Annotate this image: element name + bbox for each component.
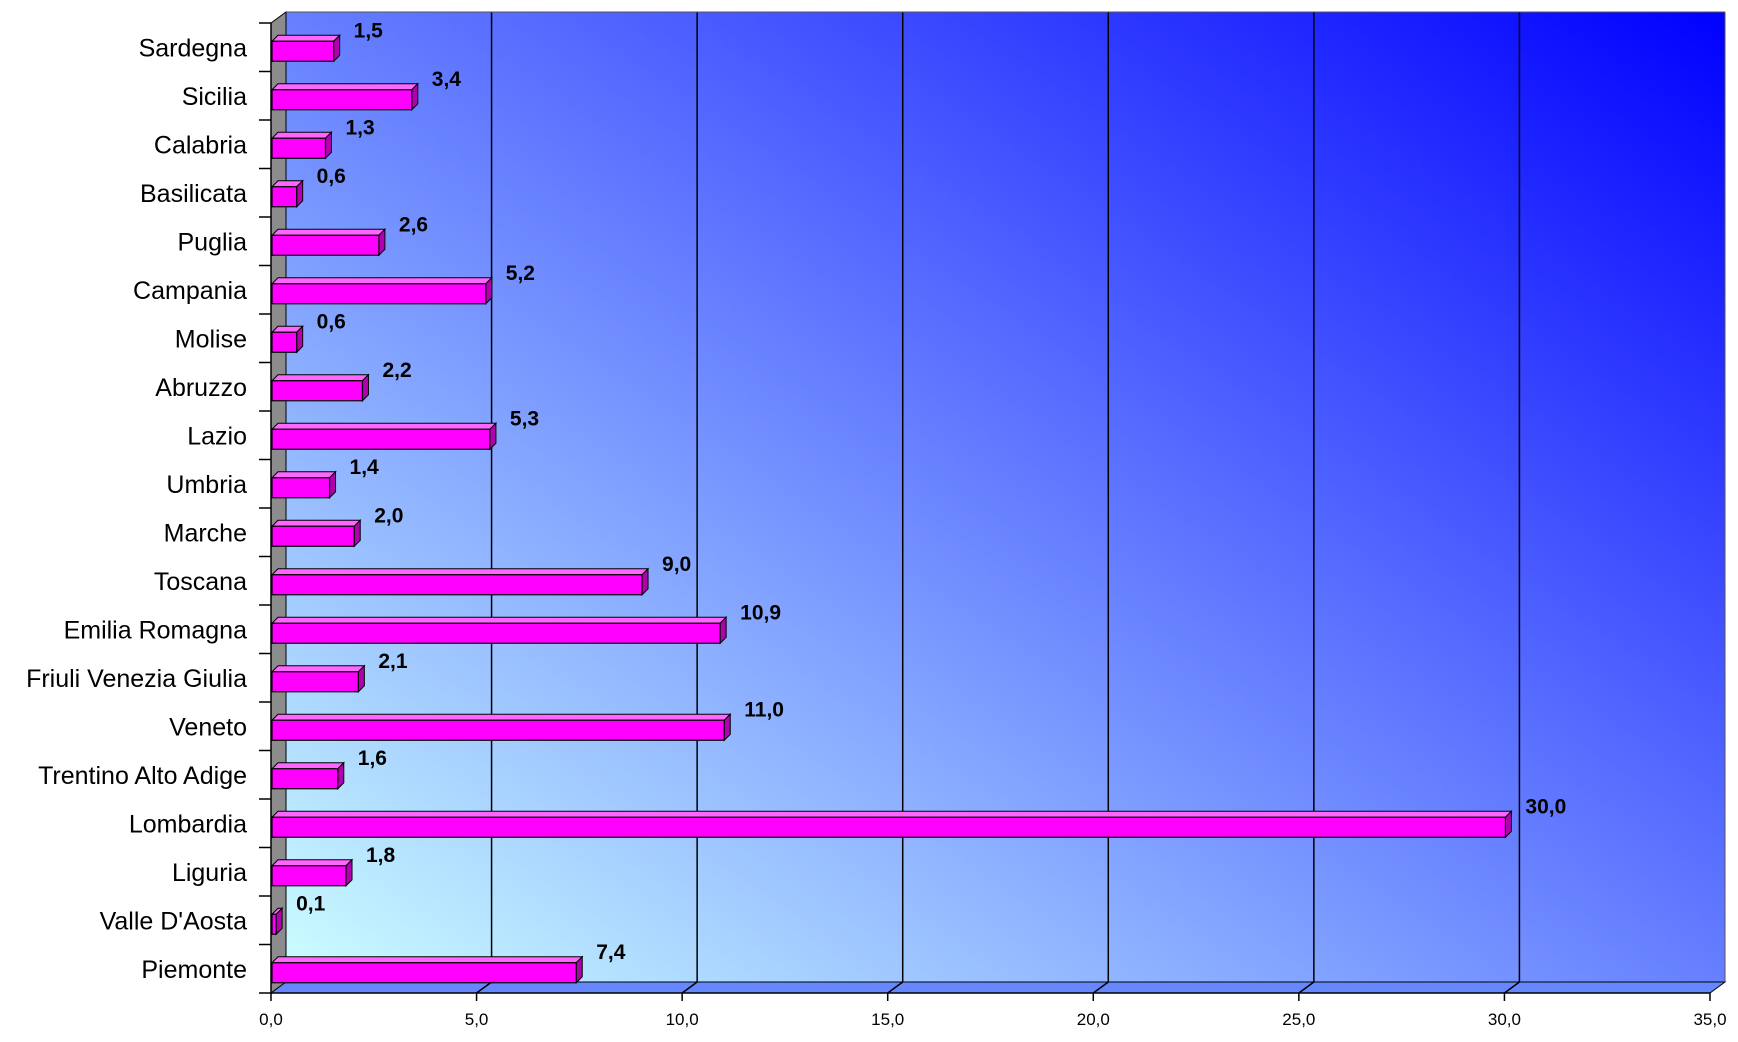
category-label: Marche <box>164 519 247 547</box>
bar-top <box>270 568 650 576</box>
bar <box>271 331 298 353</box>
gridline-floor <box>1298 981 1315 994</box>
category-label: Molise <box>175 325 247 353</box>
bar-top <box>270 665 366 673</box>
category-label: Liguria <box>172 859 247 887</box>
x-tick-label: 35,0 <box>1693 1010 1726 1029</box>
side-wall <box>270 11 287 994</box>
data-label: 30,0 <box>1525 795 1566 818</box>
bar-top <box>270 713 732 721</box>
data-label: 1,4 <box>350 456 380 479</box>
bar <box>271 622 721 644</box>
bar-top <box>270 471 337 479</box>
category-label: Umbria <box>166 471 247 499</box>
bar <box>271 913 277 935</box>
bar <box>271 40 335 62</box>
x-tick-label: 0,0 <box>259 1010 283 1029</box>
bar <box>271 234 380 256</box>
bar <box>271 477 331 499</box>
category-label: Lombardia <box>129 810 247 838</box>
category-label: Puglia <box>178 228 248 256</box>
data-label: 2,6 <box>399 213 428 236</box>
bar <box>271 768 339 790</box>
category-label: Lazio <box>187 422 247 450</box>
category-label: Sardegna <box>139 34 248 62</box>
gridline-floor <box>887 981 904 994</box>
bar <box>271 283 487 305</box>
category-label: Friuli Venezia Giulia <box>26 665 247 693</box>
x-tick-label: 30,0 <box>1488 1010 1521 1029</box>
bar <box>271 89 413 111</box>
data-label: 5,2 <box>506 262 535 285</box>
data-label: 5,3 <box>510 407 539 430</box>
bar-top <box>270 762 345 770</box>
bar <box>271 380 364 402</box>
bar <box>271 137 327 159</box>
category-label: Sicilia <box>182 83 247 111</box>
data-label: 3,4 <box>432 68 462 91</box>
bar-top <box>270 422 498 430</box>
bar <box>271 671 359 693</box>
data-label: 2,0 <box>374 504 403 527</box>
bar <box>271 816 1507 838</box>
bar <box>271 574 643 596</box>
category-label: Trentino Alto Adige <box>38 762 247 790</box>
category-label: Campania <box>133 277 247 305</box>
bar <box>271 962 577 984</box>
bar <box>271 719 725 741</box>
gridline-floor <box>1503 981 1520 994</box>
data-label: 1,5 <box>354 19 384 42</box>
data-label: 0,1 <box>296 892 326 915</box>
bar <box>271 186 298 208</box>
bar <box>271 865 347 887</box>
category-label: Emilia Romagna <box>64 616 248 644</box>
data-label: 1,6 <box>358 747 387 770</box>
category-label: Calabria <box>154 131 247 159</box>
data-label: 9,0 <box>662 553 691 576</box>
bar-top <box>270 83 419 91</box>
data-label: 2,2 <box>382 359 411 382</box>
data-label: 0,6 <box>317 310 346 333</box>
bar-top <box>270 616 728 624</box>
data-label: 7,4 <box>596 941 626 964</box>
category-label: Basilicata <box>140 180 247 208</box>
bar-top <box>270 228 387 236</box>
x-tick-label: 20,0 <box>1077 1010 1110 1029</box>
data-label: 10,9 <box>740 601 781 624</box>
bar-top <box>270 277 494 285</box>
data-label: 2,1 <box>378 650 408 673</box>
bar <box>271 428 491 450</box>
gridline-floor <box>1092 981 1109 994</box>
bar-top <box>270 131 333 139</box>
category-label: Toscana <box>154 568 247 596</box>
x-tick-label: 10,0 <box>666 1010 699 1029</box>
bar-top <box>270 519 362 527</box>
x-tick-label: 15,0 <box>871 1010 904 1029</box>
data-label: 0,6 <box>317 165 346 188</box>
bar-top <box>270 374 370 382</box>
category-label: Abruzzo <box>155 374 247 402</box>
bar-top <box>270 859 354 867</box>
gridline-floor <box>476 981 493 994</box>
x-tick-label: 5,0 <box>465 1010 489 1029</box>
bar <box>271 525 355 547</box>
data-label: 1,3 <box>345 116 374 139</box>
category-label: Veneto <box>169 713 247 741</box>
gridline-floor <box>681 981 698 994</box>
bar-top <box>270 956 584 964</box>
category-label: Piemonte <box>141 956 247 984</box>
category-label: Valle D'Aosta <box>100 907 248 935</box>
data-label: 1,8 <box>366 844 396 867</box>
data-label: 11,0 <box>744 698 784 721</box>
bar-top <box>270 34 341 42</box>
x-tick-label: 25,0 <box>1282 1010 1315 1029</box>
bar-top <box>270 810 1513 818</box>
